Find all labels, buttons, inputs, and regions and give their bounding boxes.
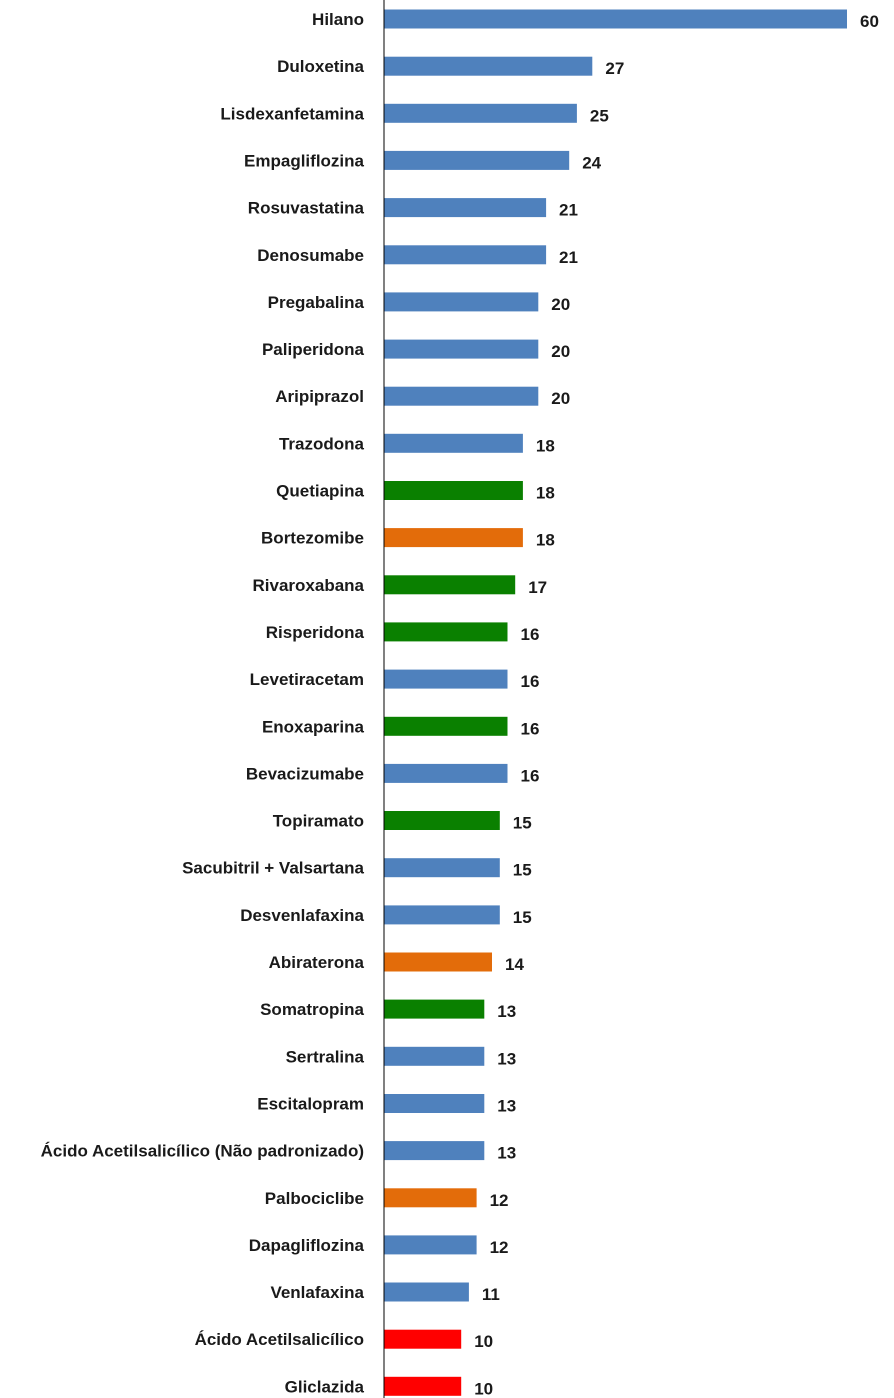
value-label-aripiprazol: 20 — [551, 389, 570, 408]
bar-dapagliflozina — [384, 1235, 477, 1255]
value-label-pregabalina: 20 — [551, 295, 570, 314]
bar-acido-acetilsalicilico — [384, 1329, 462, 1349]
category-label-levetiracetam: Levetiracetam — [250, 670, 364, 689]
value-label-acido-acetilsalicilico-nao-padronizado: 13 — [497, 1144, 516, 1163]
value-label-quetiapina: 18 — [536, 484, 555, 503]
category-label-rivaroxabana: Rivaroxabana — [253, 576, 365, 595]
category-label-risperidona: Risperidona — [266, 623, 365, 642]
bar-empagliflozina — [384, 150, 570, 170]
bar-quetiapina — [384, 481, 523, 500]
value-label-bortezomibe: 18 — [536, 531, 555, 550]
bar-bevacizumabe — [384, 763, 508, 783]
category-label-duloxetina: Duloxetina — [277, 57, 364, 76]
bar-risperidona — [384, 622, 508, 642]
category-label-somatropina: Somatropina — [260, 1000, 364, 1019]
bar-hilano — [384, 9, 847, 29]
bars-group — [384, 9, 847, 1396]
bar-rivaroxabana — [384, 575, 516, 595]
value-label-venlafaxina: 11 — [482, 1285, 500, 1304]
category-label-sertralina: Sertralina — [286, 1047, 365, 1066]
category-label-quetiapina: Quetiapina — [276, 482, 364, 501]
value-label-lisdexanfetamina: 25 — [590, 106, 609, 125]
bar-lisdexanfetamina — [384, 103, 577, 123]
category-label-dapagliflozina: Dapagliflozina — [249, 1236, 365, 1255]
value-label-hilano: 60 — [860, 12, 879, 31]
category-label-empagliflozina: Empagliflozina — [244, 151, 365, 170]
value-label-duloxetina: 27 — [605, 59, 624, 78]
value-labels: 60 27 25 24 21 21 20 20 20 18 18 18 17 16 16 16 16 15 15 15… — [474, 12, 879, 1398]
category-label-abiraterona: Abiraterona — [269, 953, 365, 972]
bar-venlafaxina — [384, 1282, 469, 1302]
category-label-sacubitril-valsartana: Sacubitril + Valsartana — [182, 859, 364, 878]
bar-trazodona — [384, 433, 523, 453]
value-label-desvenlafaxina: 15 — [513, 908, 532, 927]
bar-abiraterona — [384, 952, 492, 972]
category-label-trazodona: Trazodona — [279, 434, 365, 453]
category-label-denosumabe: Denosumabe — [257, 246, 364, 265]
bar-rosuvastatina — [384, 198, 547, 218]
value-label-palbociclibe: 12 — [490, 1191, 509, 1210]
value-label-enoxaparina: 16 — [521, 719, 540, 738]
value-label-sertralina: 13 — [497, 1049, 516, 1068]
category-label-acido-acetilsalicilico: Ácido Acetilsalicílico — [195, 1330, 364, 1349]
category-label-aripiprazol: Aripiprazol — [275, 387, 364, 406]
category-label-acido-acetilsalicilico-nao-padronizado: Ácido Acetilsalicílico (Não padronizado) — [41, 1142, 364, 1161]
category-label-bortezomibe: Bortezomibe — [261, 529, 364, 548]
category-label-venlafaxina: Venlafaxina — [270, 1283, 364, 1302]
value-label-dapagliflozina: 12 — [490, 1238, 509, 1257]
value-label-topiramato: 15 — [513, 814, 532, 833]
value-label-bevacizumabe: 16 — [521, 766, 540, 785]
value-label-risperidona: 16 — [521, 625, 540, 644]
category-label-bevacizumabe: Bevacizumabe — [246, 764, 364, 783]
category-label-desvenlafaxina: Desvenlafaxina — [240, 906, 364, 925]
value-label-somatropina: 13 — [497, 1002, 516, 1021]
value-label-rosuvastatina: 21 — [559, 201, 578, 220]
value-label-paliperidona: 20 — [551, 342, 570, 361]
bar-escitalopram — [384, 1094, 485, 1113]
bar-gliclazida — [384, 1376, 462, 1396]
value-label-gliclazida: 10 — [474, 1379, 493, 1398]
bar-topiramato — [384, 811, 500, 830]
bar-paliperidona — [384, 339, 539, 359]
value-label-empagliflozina: 24 — [582, 153, 601, 172]
bar-desvenlafaxina — [384, 905, 500, 925]
bar-acido-acetilsalicilico-nao-padronizado — [384, 1141, 485, 1161]
category-label-rosuvastatina: Rosuvastatina — [248, 199, 365, 218]
category-label-paliperidona: Paliperidona — [262, 340, 365, 359]
category-label-lisdexanfetamina: Lisdexanfetamina — [220, 104, 364, 123]
category-label-topiramato: Topiramato — [273, 812, 364, 831]
value-label-rivaroxabana: 17 — [528, 578, 547, 597]
value-label-sacubitril-valsartana: 15 — [513, 861, 532, 880]
bar-sacubitril-valsartana — [384, 858, 500, 878]
category-label-hilano: Hilano — [312, 10, 364, 29]
bar-somatropina — [384, 999, 485, 1019]
value-label-trazodona: 18 — [536, 436, 555, 455]
bar-duloxetina — [384, 56, 593, 76]
value-label-levetiracetam: 16 — [521, 672, 540, 691]
bar-sertralina — [384, 1046, 485, 1066]
bar-aripiprazol — [384, 386, 539, 406]
bar-pregabalina — [384, 292, 539, 312]
category-label-escitalopram: Escitalopram — [257, 1095, 364, 1114]
value-label-denosumabe: 21 — [559, 248, 578, 267]
value-label-abiraterona: 14 — [505, 955, 524, 974]
category-label-gliclazida: Gliclazida — [285, 1377, 365, 1396]
value-label-acido-acetilsalicilico: 10 — [474, 1332, 493, 1351]
bar-bortezomibe — [384, 528, 523, 548]
category-label-pregabalina: Pregabalina — [268, 293, 365, 312]
bar-enoxaparina — [384, 716, 508, 736]
bar-levetiracetam — [384, 669, 508, 689]
value-label-escitalopram: 13 — [497, 1097, 516, 1116]
category-label-enoxaparina: Enoxaparina — [262, 717, 365, 736]
bar-denosumabe — [384, 245, 547, 265]
category-label-palbociclibe: Palbociclibe — [265, 1189, 364, 1208]
category-labels: Hilano Duloxetina Lisdexanfetamina Empaglif… — [41, 10, 365, 1396]
bar-palbociclibe — [384, 1188, 477, 1208]
